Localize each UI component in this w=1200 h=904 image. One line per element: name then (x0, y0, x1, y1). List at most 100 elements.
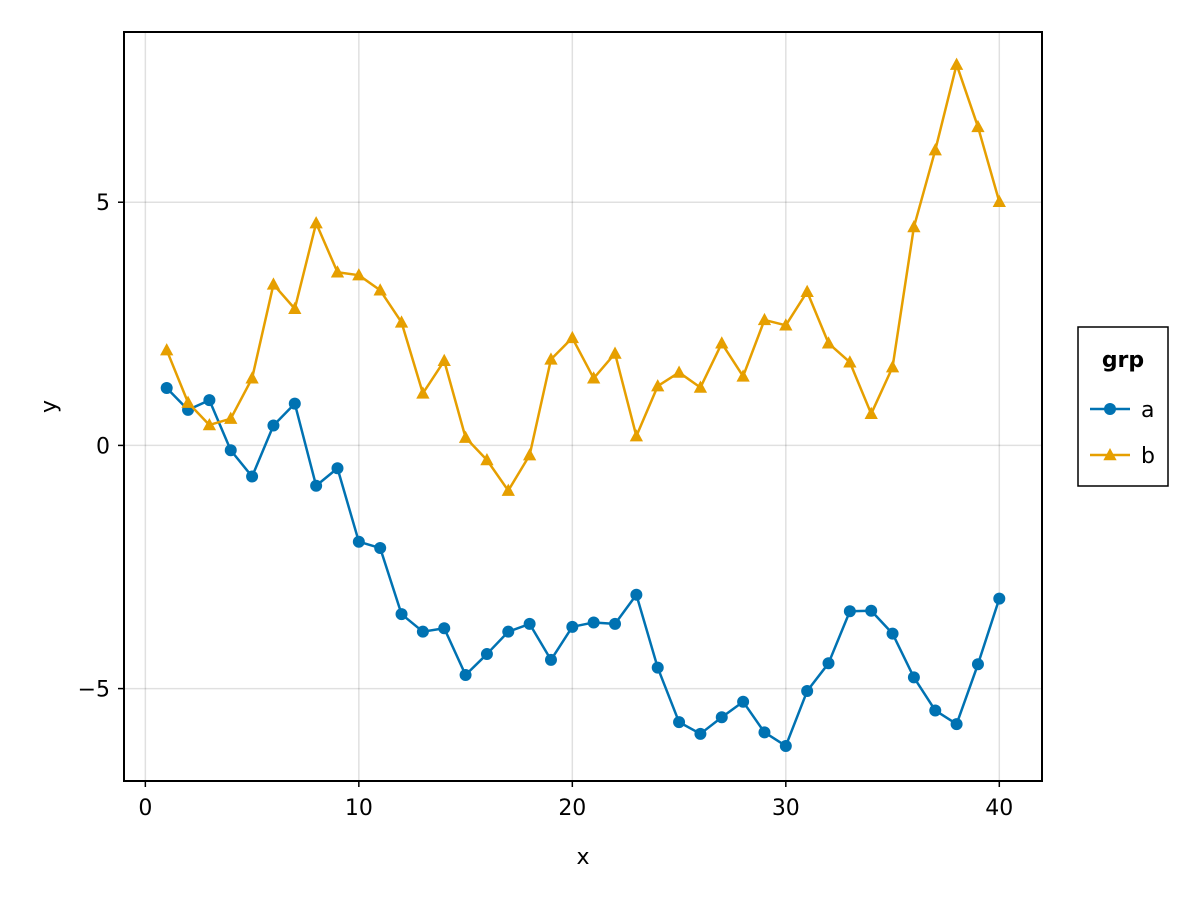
data-point-b (330, 265, 345, 278)
legend-label: a (1141, 398, 1154, 423)
data-point-b (522, 448, 537, 461)
legend-title: grp (1102, 348, 1144, 373)
data-point-b (672, 365, 686, 378)
data-point-b (800, 284, 814, 297)
data-point-a (651, 661, 664, 674)
series-line-a (165, 387, 1001, 748)
x-tick-label: 20 (558, 796, 586, 821)
data-point-a (160, 382, 173, 395)
data-point-b (843, 355, 857, 368)
data-point-b (587, 371, 601, 384)
data-point-a (737, 695, 750, 708)
data-point-b (352, 268, 366, 281)
legend-label: b (1141, 444, 1155, 469)
data-point-b (544, 352, 558, 365)
data-point-a (352, 535, 365, 548)
data-point-b (821, 336, 836, 349)
data-point-b (736, 369, 750, 382)
data-point-b (373, 283, 387, 296)
data-point-a (459, 668, 472, 681)
data-point-a (801, 685, 814, 698)
series-a (160, 382, 1006, 752)
legend-box (1077, 326, 1169, 487)
x-axis-label: x (576, 845, 589, 870)
series-b (160, 57, 1006, 496)
data-point-a (331, 462, 344, 475)
data-point-a (907, 671, 920, 684)
data-point-a (416, 625, 429, 638)
data-point-b (266, 277, 281, 290)
data-point-a (246, 470, 259, 483)
data-point-b (907, 220, 921, 233)
data-point-a (630, 588, 643, 601)
data-point-b (715, 336, 729, 349)
data-point-b (992, 194, 1006, 207)
x-tick-label: 10 (345, 796, 373, 821)
y-tick-label: 0 (96, 434, 110, 459)
data-point-b (949, 57, 964, 70)
data-point-b (971, 119, 985, 133)
data-point-b (608, 346, 622, 359)
data-point-b (629, 429, 644, 442)
data-point-b (480, 453, 494, 466)
data-point-a (950, 718, 963, 731)
data-point-b (245, 371, 259, 384)
data-point-a (715, 711, 728, 724)
data-point-a (288, 397, 301, 410)
plot-frame (123, 31, 1043, 782)
data-point-b (693, 380, 708, 393)
data-point-a (224, 444, 237, 457)
data-point-b (885, 360, 900, 373)
data-point-a (886, 627, 899, 640)
legend-item-b: b (1090, 444, 1155, 469)
data-point-a (544, 653, 557, 666)
legend-item-a: a (1090, 398, 1154, 423)
data-point-b (864, 406, 878, 420)
data-point-b (501, 483, 515, 496)
data-point-a (374, 542, 387, 555)
legend-items: ab (1090, 398, 1155, 469)
data-point-b (437, 353, 451, 367)
legend-marker (1103, 448, 1117, 461)
y-axis-label: y (37, 400, 62, 413)
x-tick-label: 0 (138, 796, 152, 821)
data-point-a (502, 625, 515, 638)
axis-ticks: 0 10 20 30 40 −5 0 5 (78, 191, 1014, 821)
y-tick-label: 5 (96, 191, 110, 216)
data-point-a (779, 739, 792, 752)
data-point-a (523, 617, 536, 630)
data-point-a (587, 616, 600, 629)
data-point-b (202, 417, 217, 431)
data-point-b (181, 395, 195, 408)
data-point-a (480, 648, 493, 661)
data-point-a (395, 608, 408, 621)
data-point-a (673, 716, 686, 729)
data-point-b (394, 315, 409, 328)
data-point-a (267, 419, 280, 432)
data-point-b (651, 379, 665, 392)
data-point-b (309, 216, 323, 229)
data-point-a (843, 605, 856, 618)
data-point-a (865, 604, 878, 617)
data-point-a (929, 704, 942, 717)
data-point-a (310, 479, 323, 492)
series-layer (160, 57, 1006, 752)
data-point-b (224, 411, 238, 424)
data-point-b (779, 318, 793, 331)
data-point-a (758, 726, 771, 739)
grid-lines (124, 32, 1042, 781)
data-point-a (694, 727, 707, 740)
data-point-b (288, 301, 302, 314)
data-point-b (565, 330, 579, 344)
data-point-a (203, 394, 216, 407)
data-point-b (160, 343, 174, 356)
x-tick-label: 40 (985, 796, 1013, 821)
data-point-a (822, 657, 835, 670)
series-line-b (165, 63, 1001, 492)
data-point-b (416, 386, 430, 399)
y-tick-label: −5 (78, 678, 110, 703)
data-point-b (928, 143, 942, 156)
data-point-b (757, 312, 772, 326)
data-point-a (438, 622, 451, 635)
